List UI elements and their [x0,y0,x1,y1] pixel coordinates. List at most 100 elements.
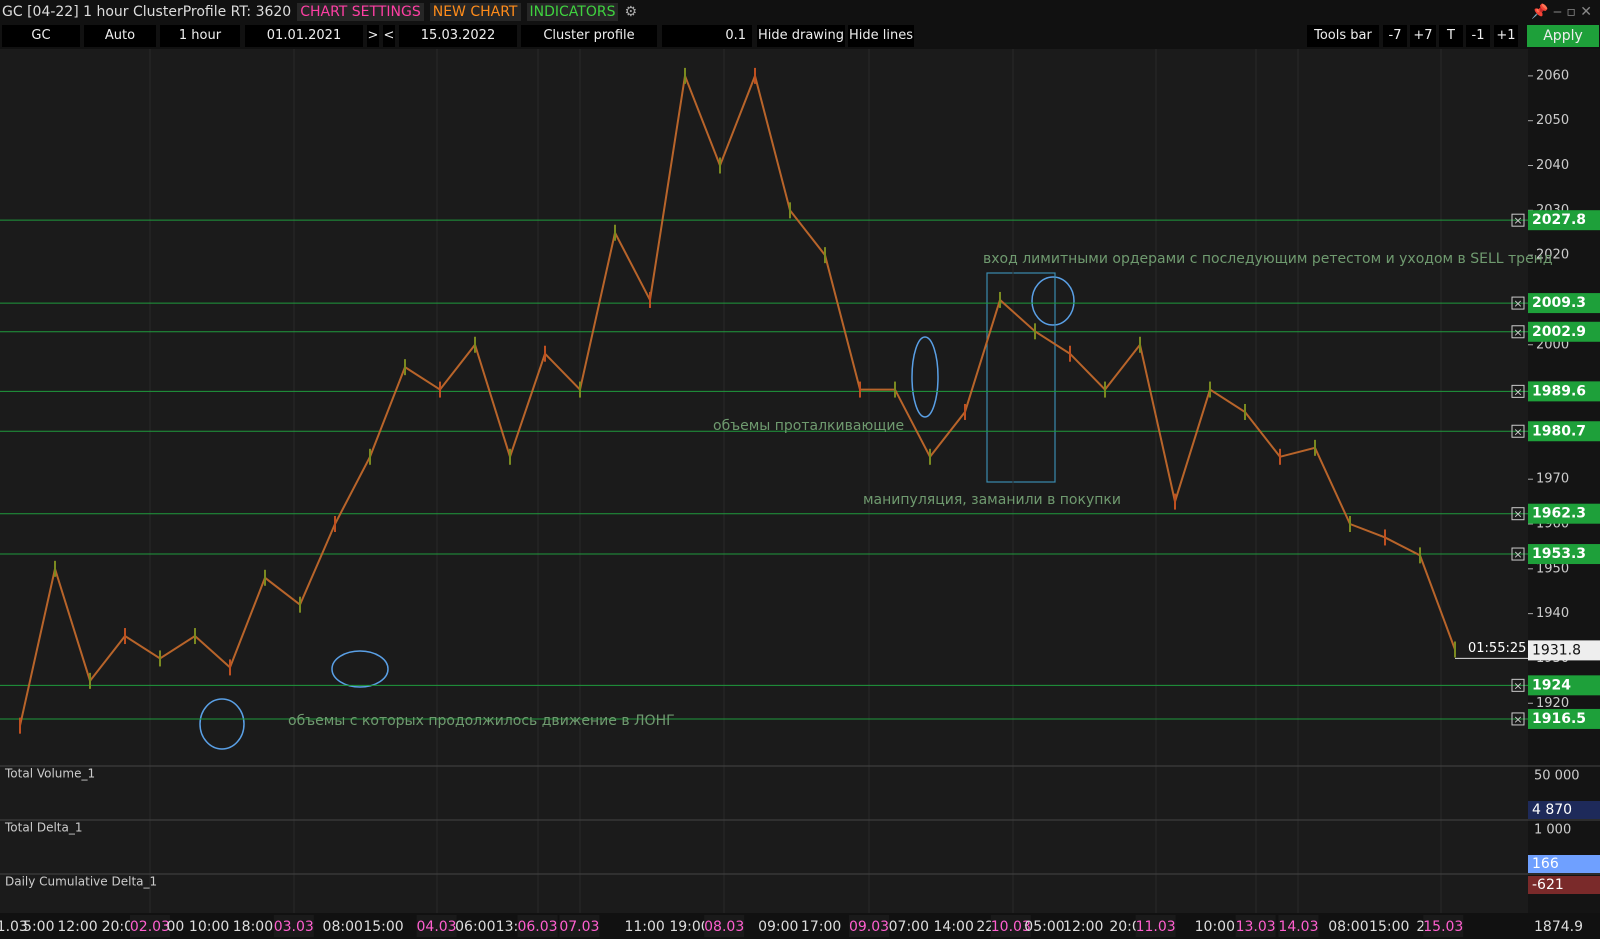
annotation: объемы с которых продолжилось движение в… [288,713,675,729]
window-controls[interactable]: 📌 ‒ ▫ ✕ [1531,3,1592,20]
level-close-x: × [1513,214,1522,227]
indicator-current-bg [1528,855,1600,873]
date-label-bg [1278,915,1319,937]
date-label-bg [1423,915,1464,937]
highlight-ellipse [1031,276,1075,326]
chart: 2060205020402030202020102000199019801970… [0,49,1600,939]
next[interactable]: > [367,25,379,47]
highlight-ellipse [911,336,939,418]
time-label: 08:00 [323,919,363,935]
date-label-bg [129,915,170,937]
y-tick-label: 2050 [1536,113,1569,128]
time-label: 09:00 [758,919,798,935]
indicator-current: 4 870 [1532,802,1572,818]
level-label-bg [1528,544,1600,565]
hide-lines[interactable]: Hide lines [848,25,914,47]
time-label: 17:00 [801,919,841,935]
highlight-ellipse [331,650,389,688]
time-label: 10:00 [189,919,229,935]
menu-item[interactable]: INDICATORS [526,2,619,21]
settings-icon[interactable]: ⚙ [624,3,638,20]
chart-type[interactable]: Cluster profile [521,25,657,47]
level-label-bg [1528,293,1600,314]
indicator-current: 166 [1532,856,1559,872]
level-close-x: × [1513,385,1522,398]
indicator-name: Total Delta_1 [4,821,83,835]
indicator-current: -621 [1532,877,1564,893]
level-close [1511,296,1525,310]
time-label: 08.03 [704,919,744,935]
time-label: 08:00 [1328,919,1368,935]
time-label: 03.03 [274,919,314,935]
highlight-box [986,272,1056,483]
toolbar: GC Auto 1 hour 01.01.2021 > < 15.03.2022… [0,23,1600,49]
time-label: 07.03 [559,919,599,935]
level-close-x: × [1513,548,1522,561]
timeframe[interactable]: 1 hour [160,25,240,47]
level-label-bg [1528,503,1600,524]
annotation: объемы проталкивающие [713,418,904,434]
annotation: манипуляция, заманили в покупки [863,492,1121,508]
tool-button[interactable]: -1 [1466,25,1490,47]
time-label: 2 [1416,919,1425,935]
level-close-x: × [1513,425,1522,438]
prev[interactable]: < [383,25,395,47]
level-label-bg [1528,421,1600,442]
indicator-scale: 1 000 [1534,823,1571,838]
time-label: 14:00 [934,919,974,935]
level-close [1511,424,1525,438]
apply[interactable]: Apply [1527,25,1599,47]
time-label: 11.03 [1136,919,1176,935]
time-label: 20:0 [102,919,133,935]
level-close-x: × [1513,508,1522,521]
time-label: 18:00 [233,919,273,935]
y-tick-label: 2040 [1536,158,1569,173]
price-line [19,72,1456,726]
level-label: 1953.3 [1532,546,1586,562]
menu-item[interactable]: NEW CHART [429,2,521,21]
level-label-bg [1528,210,1600,231]
time-label: 05:00 [1024,919,1064,935]
level-close [1511,712,1525,726]
level-label-bg [1528,381,1600,402]
date-label-bg [704,915,745,937]
level-close-x: × [1513,679,1522,692]
hide-drawing[interactable]: Hide drawing [757,25,845,47]
symbol[interactable]: GC [2,25,80,47]
date-label-bg [273,915,314,937]
tool-button[interactable]: -7 [1383,25,1407,47]
y-tick-label: 2060 [1536,68,1569,83]
timer: 01:55:25 [1468,641,1526,656]
date-to[interactable]: 15.03.2022 [399,25,517,47]
time-label: 07:00 [889,919,929,935]
level-close [1511,678,1525,692]
date-label-bg [517,915,558,937]
current-price: 1931.8 [1532,642,1581,658]
menu-item[interactable]: CHART SETTINGS [297,2,424,21]
level-close [1511,325,1525,339]
chart-bg [0,49,1600,939]
y-tick-label: 1970 [1536,472,1569,487]
tool-button[interactable]: T [1439,25,1463,47]
level-close-x: × [1513,713,1522,726]
level-close [1511,507,1525,521]
annotation: вход лимитными ордерами с последующим ре… [983,251,1553,267]
indicator-name: Daily Cumulative Delta_1 [5,875,157,889]
time-label: 15:00 [363,919,403,935]
time-label: 15.03 [1423,919,1463,935]
level-close-x: × [1513,326,1522,339]
time-label: 19:00 [669,919,709,935]
level-close [1511,213,1525,227]
indicator-scale: 50 000 [1534,769,1580,784]
tools-bar[interactable]: Tools bar [1307,25,1379,47]
step[interactable]: 0.1 [662,25,752,47]
date-label-bg [990,915,1031,937]
scale[interactable]: Auto [84,25,156,47]
tool-button[interactable]: +1 [1494,25,1518,47]
time-label: 12:00 [1063,919,1103,935]
y-tick-label: 2020 [1536,248,1569,263]
level-label: 2009.3 [1532,295,1586,311]
date-from[interactable]: 01.01.2021 [245,25,363,47]
tool-button[interactable]: +7 [1410,25,1436,47]
